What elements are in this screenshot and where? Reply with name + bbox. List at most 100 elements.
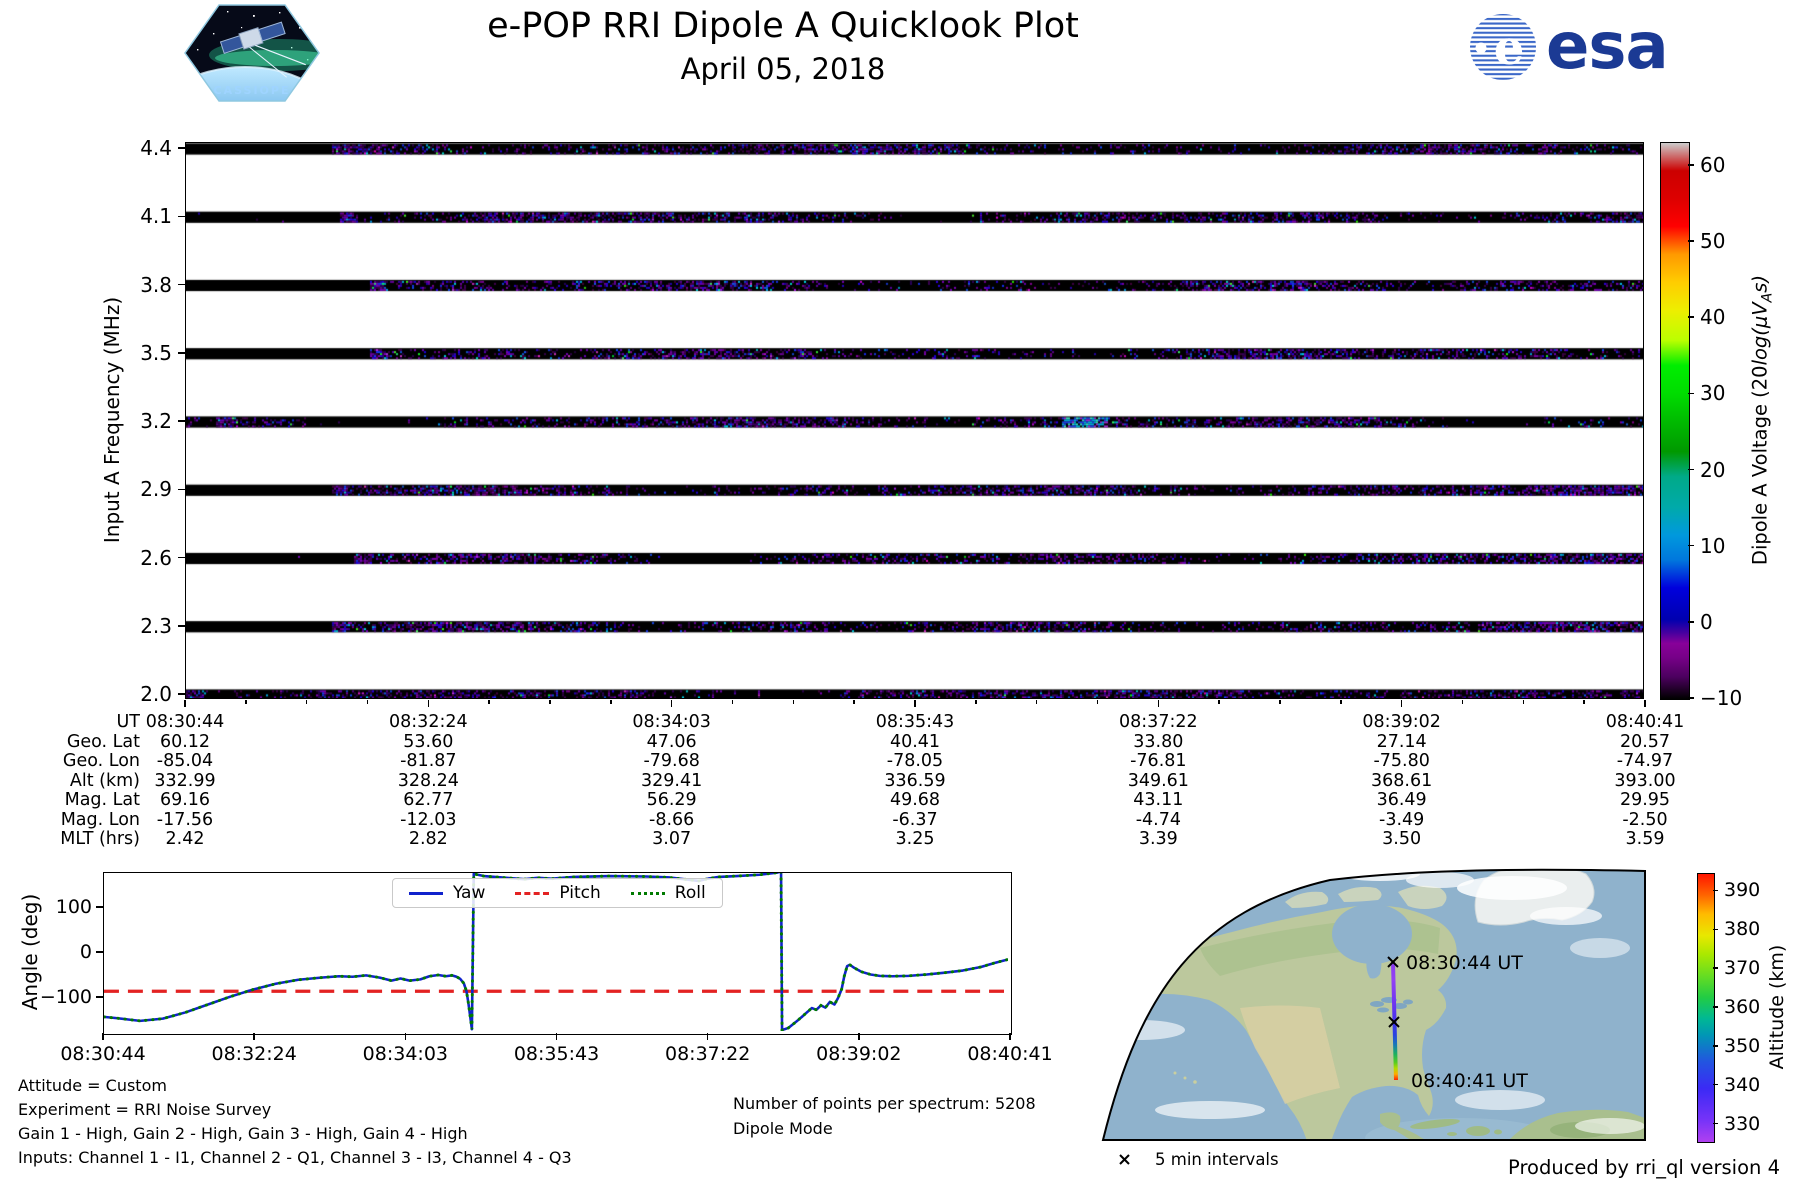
- angle-x-tick-label: 08:39:02: [816, 1043, 902, 1065]
- points-per-spectrum-text: Number of points per spectrum: 5208: [733, 1094, 1036, 1113]
- x-marker-icon: [1119, 1154, 1130, 1165]
- ephemeris-cell: 2.42: [165, 829, 205, 849]
- angle-x-tick-label: 08:35:43: [513, 1043, 600, 1065]
- alt-colorbar-tick-label: 330: [1724, 1112, 1761, 1135]
- us-west-terrain: [1240, 1005, 1340, 1104]
- hudson-bay: [1332, 904, 1412, 964]
- x-tick-minor: [549, 700, 551, 704]
- x-tick-minor: [305, 700, 308, 704]
- y-tick-label: 2.9: [140, 477, 172, 502]
- colorbar-tick-label: −10: [1700, 686, 1743, 710]
- yucatan: [1380, 1112, 1401, 1130]
- ephemeris-cell: 62.77: [403, 790, 454, 810]
- ephemeris-cell: -81.87: [400, 751, 457, 771]
- y-tick: [178, 420, 185, 422]
- colorbar-tick: [1688, 164, 1694, 166]
- x-tick-minor: [610, 700, 612, 704]
- ephemeris-cell: 349.61: [1127, 770, 1189, 791]
- alt-colorbar-tick: [1713, 889, 1718, 892]
- x-tick-minor: [975, 700, 977, 704]
- legend-entry-roll: Roll: [630, 883, 706, 903]
- alt-colorbar-tick: [1713, 928, 1718, 931]
- ephemeris-cell: 69.16: [159, 790, 211, 810]
- alt-colorbar-tick-label: 370: [1724, 957, 1761, 980]
- spectrogram-plot: [185, 142, 1644, 699]
- angle-x-tick-label: 08:30:44: [60, 1043, 146, 1065]
- legend-entry-pitch: Pitch: [515, 883, 601, 903]
- x-tick-minor: [245, 700, 247, 704]
- colorbar-tick: [1688, 621, 1694, 623]
- colorbar-tick: [1688, 316, 1694, 318]
- y-tick: [178, 215, 185, 217]
- ephemeris-cell: 33.80: [1133, 731, 1184, 752]
- produced-by-text: Produced by rri_ql version 4: [1508, 1156, 1780, 1179]
- spectrogram-canvas: [186, 143, 1643, 698]
- alt-colorbar-tick-label: 390: [1724, 879, 1761, 902]
- angle-x-tick-label: 08:40:41: [967, 1043, 1053, 1065]
- x-tick-minor: [1279, 700, 1281, 704]
- colorbar-tick-label: 20: [1700, 457, 1726, 482]
- x-tick-minor: [1218, 700, 1220, 704]
- ephemeris-cell: 3.25: [895, 829, 935, 849]
- angle-y-tick: [96, 996, 103, 998]
- ephemeris-cell: -75.80: [1373, 751, 1430, 771]
- x-tick-major: [670, 700, 673, 707]
- alt-colorbar-tick-label: 380: [1724, 918, 1761, 941]
- colorbar-tick-label: 0: [1700, 609, 1713, 634]
- x-tick-minor: [853, 700, 855, 704]
- ephemeris-cell: 08:39:02: [1362, 712, 1441, 732]
- ephemeris-cell: 3.39: [1138, 829, 1178, 849]
- y-tick-label: 3.2: [140, 409, 172, 433]
- ephemeris-cell: -74.97: [1616, 751, 1674, 771]
- y-tick-label: 4.4: [140, 136, 172, 160]
- altitude-colorbar-label: Altitude (km): [1766, 944, 1788, 1070]
- ephemeris-cell: 56.29: [646, 790, 697, 810]
- ephemeris-cell: 60.12: [159, 731, 211, 752]
- inputs-text: Inputs: Channel 1 - I1, Channel 2 - Q1, …: [18, 1148, 572, 1167]
- y-tick: [178, 488, 185, 490]
- ephemeris-row-label: Mag. Lat: [64, 790, 140, 810]
- ephemeris-cell: 49.68: [889, 790, 941, 810]
- pitch-line-sample: [515, 891, 550, 895]
- satellite-art: [219, 21, 306, 78]
- voltage-colorbar: [1660, 142, 1690, 700]
- ephemeris-cell: 47.06: [646, 731, 697, 752]
- ephemeris-cell: 2.82: [408, 829, 448, 849]
- esa-logo: e esa: [1468, 12, 1669, 82]
- gains-text: Gain 1 - High, Gain 2 - High, Gain 3 - H…: [18, 1124, 468, 1143]
- ground-track-map: 08:30:44 UT 08:40:41 UT: [1101, 868, 1646, 1141]
- legend-entry-yaw: Yaw: [409, 883, 485, 903]
- x-tick-major: [1157, 700, 1160, 707]
- ephemeris-cell: -76.81: [1130, 751, 1187, 771]
- x-tick-major: [1644, 700, 1646, 707]
- ephemeris-cell: -4.74: [1135, 809, 1181, 830]
- alt-colorbar-tick: [1713, 1122, 1718, 1125]
- y-tick-label: 2.0: [140, 682, 172, 706]
- ephemeris-cell: -78.05: [886, 751, 944, 771]
- ephemeris-cell: 36.49: [1376, 790, 1427, 810]
- ephemeris-cell: 08:37:22: [1119, 712, 1198, 732]
- colorbar-tick: [1688, 468, 1694, 471]
- alt-colorbar-tick-label: 360: [1724, 996, 1761, 1018]
- y-tick: [178, 693, 185, 695]
- angle-x-tick: [253, 1033, 255, 1040]
- cassiope-label: CASSIOPE: [214, 84, 291, 97]
- ephemeris-cell: 08:32:24: [389, 712, 468, 732]
- colorbar-tick: [1688, 240, 1694, 242]
- ephemeris-cell: -8.66: [649, 809, 695, 830]
- ephemeris-cell: -17.56: [156, 809, 214, 830]
- ephemeris-cell: 336.59: [884, 770, 946, 791]
- y-tick-label: 4.1: [140, 204, 172, 229]
- x-tick-major: [184, 700, 186, 707]
- ephemeris-cell: 08:34:03: [632, 712, 711, 732]
- attitude-plot: Yaw Pitch Roll: [103, 872, 1012, 1035]
- x-tick-minor: [792, 700, 795, 704]
- roll-line-sample: [630, 891, 665, 895]
- attitude-mode-text: Attitude = Custom: [18, 1076, 167, 1095]
- experiment-text: Experiment = RRI Noise Survey: [18, 1100, 272, 1119]
- plot-date: April 05, 2018: [680, 52, 886, 86]
- ephemeris-cell: 332.99: [154, 770, 216, 791]
- ephemeris-cell: 43.11: [1133, 790, 1184, 810]
- central-america: [1394, 1126, 1428, 1141]
